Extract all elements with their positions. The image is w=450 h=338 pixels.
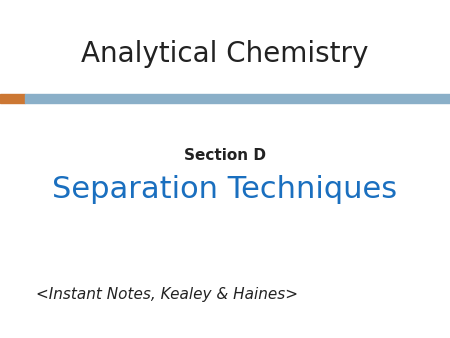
Text: Separation Techniques: Separation Techniques (53, 175, 397, 204)
Bar (0, 94, 25, 103)
Text: Section D: Section D (184, 148, 266, 163)
Bar (25, 94, 450, 103)
Text: Analytical Chemistry: Analytical Chemistry (81, 40, 369, 68)
Text: <Instant Notes, Kealey & Haines>: <Instant Notes, Kealey & Haines> (36, 287, 298, 301)
